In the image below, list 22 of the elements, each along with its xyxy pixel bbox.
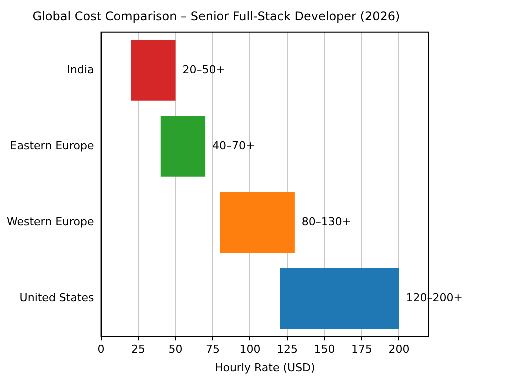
- x-tick-label: 50: [168, 343, 183, 356]
- x-tick-label: 0: [98, 343, 105, 356]
- x-tick-label: 125: [276, 343, 298, 356]
- y-tick-label: Eastern Europe: [10, 139, 95, 152]
- y-tick-label: India: [67, 63, 94, 76]
- chart-title: Global Cost Comparison – Senior Full-Stack Developer (2026): [32, 9, 400, 24]
- bar: [131, 40, 176, 101]
- x-tick-label: 150: [314, 343, 336, 356]
- x-tick-label: 200: [388, 343, 410, 356]
- x-tick-label: 175: [351, 343, 372, 356]
- data-label: 20–50+: [182, 63, 226, 76]
- data-label: 40–70+: [212, 139, 256, 152]
- bar: [220, 192, 295, 253]
- data-label: 80–130+: [302, 215, 352, 228]
- x-axis-title: Hourly Rate (USD): [214, 361, 316, 374]
- x-tick-label: 25: [132, 343, 146, 356]
- x-tick-label: 75: [206, 343, 220, 356]
- bar: [160, 116, 206, 177]
- y-tick-label: Western Europe: [6, 215, 95, 228]
- bar: [280, 268, 400, 329]
- x-tick-label: 100: [240, 343, 261, 356]
- y-tick-label: United States: [20, 291, 95, 304]
